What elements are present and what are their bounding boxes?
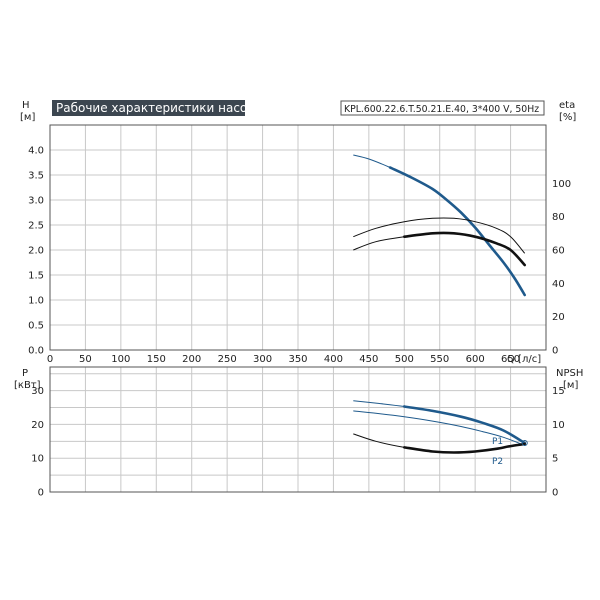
right-y-tick-label: 10 bbox=[552, 420, 565, 431]
left-y-tick-label: 3.5 bbox=[28, 171, 44, 182]
right-y-tick-label: 15 bbox=[552, 386, 565, 397]
series-label-p1: P1 bbox=[492, 437, 503, 447]
left-y-tick-label: 10 bbox=[31, 454, 44, 465]
top-right-axis-unit: [%] bbox=[559, 112, 576, 123]
x-tick-label: 50 bbox=[79, 354, 92, 365]
bottom-plot-frame bbox=[49, 366, 547, 493]
curve-bottom-0-duty-range bbox=[403, 405, 526, 445]
right-y-tick-label: 20 bbox=[552, 312, 565, 323]
series-label-p2: P2 bbox=[492, 457, 503, 467]
curves bbox=[353, 154, 528, 454]
bottom-right-axis-unit: [м] bbox=[563, 380, 578, 391]
x-tick-label: 100 bbox=[111, 354, 130, 365]
x-tick-label: 300 bbox=[253, 354, 272, 365]
top-grid bbox=[50, 125, 546, 350]
top-plot-frame bbox=[49, 124, 547, 351]
top-right-axis-label: eta bbox=[559, 100, 575, 111]
x-tick-label: 600 bbox=[466, 354, 485, 365]
curve-end-marker bbox=[521, 440, 528, 447]
top-left-axis-unit: [м] bbox=[20, 112, 35, 123]
x-tick-label: 550 bbox=[430, 354, 449, 365]
left-y-tick-label: 2.0 bbox=[28, 246, 44, 257]
x-tick-label: 450 bbox=[359, 354, 378, 365]
x-tick-label: 650 bbox=[501, 354, 520, 365]
curve-top-1-duty-range bbox=[403, 231, 526, 267]
curve-top-2 bbox=[353, 217, 526, 254]
curve-bottom-1 bbox=[353, 410, 525, 446]
bottom-right-axis-label: NPSH bbox=[556, 368, 583, 379]
curve-top-1 bbox=[353, 232, 526, 266]
right-y-tick-label: 40 bbox=[552, 279, 565, 290]
left-y-tick-label: 0.5 bbox=[28, 321, 44, 332]
right-y-tick-label: 80 bbox=[552, 212, 565, 223]
left-y-tick-label: 1.5 bbox=[28, 271, 44, 282]
left-y-tick-label: 1.0 bbox=[28, 296, 44, 307]
left-y-tick-label: 2.5 bbox=[28, 221, 44, 232]
left-y-tick-label: 0 bbox=[38, 488, 44, 499]
right-y-tick-label: 0 bbox=[552, 488, 558, 499]
curve-top-0-duty-range bbox=[388, 166, 526, 297]
x-tick-label: 200 bbox=[182, 354, 201, 365]
bottom-grid bbox=[50, 367, 546, 492]
title-background bbox=[52, 100, 245, 116]
left-y-tick-label: 0.0 bbox=[28, 346, 44, 357]
curve-bottom-2-duty-range bbox=[403, 442, 526, 454]
chart-title: Рабочие характеристики насоса bbox=[56, 101, 261, 115]
right-y-tick-label: 5 bbox=[552, 454, 558, 465]
axis-ticks: 0 50 100 150 200 250 300 350 400 450 500 550 600 6500… bbox=[28, 146, 571, 499]
left-y-tick-label: 4.0 bbox=[28, 146, 44, 157]
left-y-tick-label: 30 bbox=[31, 386, 44, 397]
x-tick-label: 500 bbox=[395, 354, 414, 365]
left-y-tick-label: 3.0 bbox=[28, 196, 44, 207]
left-y-tick-label: 20 bbox=[31, 420, 44, 431]
model-box bbox=[340, 100, 545, 116]
x-tick-label: 150 bbox=[147, 354, 166, 365]
model-label: KPL.600.22.6.T.50.21.E.40, 3*400 V, 50Hz bbox=[344, 104, 539, 115]
x-tick-label: 350 bbox=[288, 354, 307, 365]
x-tick-label: 400 bbox=[324, 354, 343, 365]
x-axis-label: Q [л/с] bbox=[507, 354, 541, 365]
bottom-left-axis-label: P bbox=[22, 368, 28, 379]
top-left-axis-label: H bbox=[22, 100, 30, 111]
right-y-tick-label: 60 bbox=[552, 246, 565, 257]
right-y-tick-label: 100 bbox=[552, 179, 571, 190]
x-tick-label: 250 bbox=[218, 354, 237, 365]
right-y-tick-label: 0 bbox=[552, 346, 558, 357]
x-tick-label: 0 bbox=[47, 354, 53, 365]
bottom-left-axis-unit: [кВт] bbox=[14, 380, 41, 391]
